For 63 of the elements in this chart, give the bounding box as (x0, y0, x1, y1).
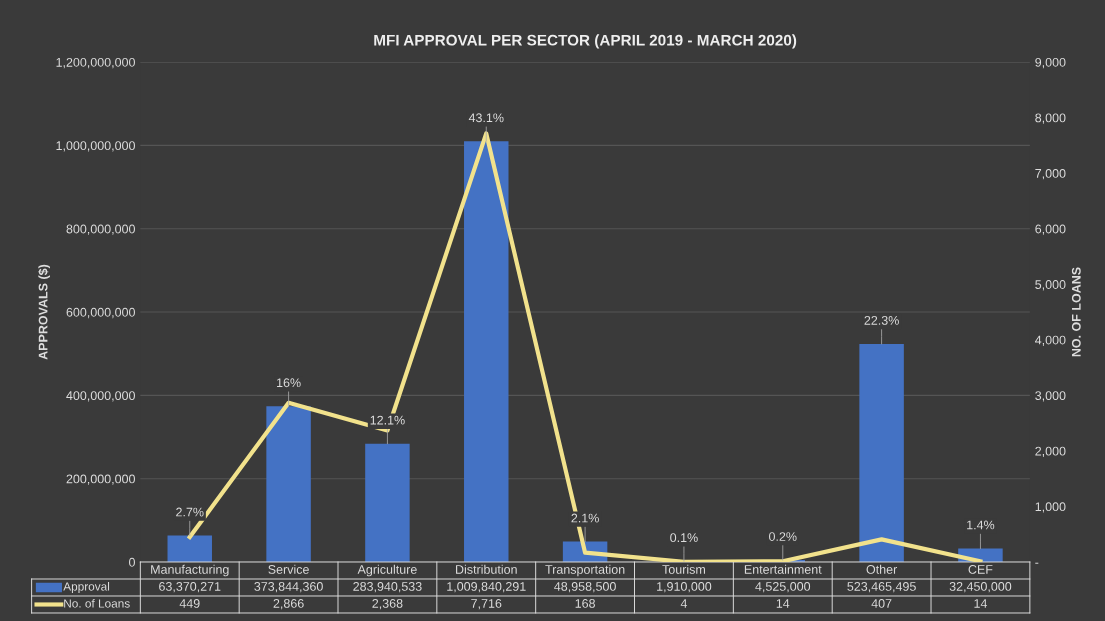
y2-tick-label: 2,000 (1035, 446, 1066, 458)
bar (365, 443, 410, 563)
y-tick-label: 400,000,000 (66, 391, 135, 402)
legend-label: No. of Loans (64, 599, 130, 608)
y2-tick-label: 7,000 (1035, 168, 1066, 180)
data-label: 4,525,000 (755, 582, 811, 593)
data-label: 373,844,360 (254, 582, 323, 593)
data-label: 407 (871, 599, 892, 608)
data-label: 1,910,000 (657, 582, 712, 593)
data-label: 32,450,000 (949, 582, 1012, 593)
data-label: 2,368 (372, 599, 403, 610)
chart-title: MFI APPROVAL PER SECTOR (APRIL 2019 - MARCH 2020) (374, 34, 797, 49)
annotation: 1.4% (967, 520, 995, 530)
data-label: 48,958,500 (554, 582, 616, 593)
y-tick-label: 1,200,000,000 (56, 57, 135, 69)
y-tick-label: 800,000,000 (66, 224, 135, 235)
y2-tick-label: - (1035, 562, 1039, 564)
data-label: 2,866 (273, 599, 304, 610)
y-tick-label: 600,000,000 (66, 307, 135, 319)
data-label: 449 (179, 599, 200, 608)
data-label: 4 (680, 599, 688, 608)
annotation: 12.1% (370, 415, 405, 425)
y2-tick-label: 9,000 (1035, 57, 1066, 69)
annotation: 43.1% (468, 113, 504, 123)
y2-tick-label: 4,000 (1035, 335, 1066, 346)
annotation: 22.3% (864, 315, 899, 325)
data-label: 283,940,533 (353, 582, 422, 593)
data-label: 14 (974, 599, 988, 608)
x-tick-label: Distribution (456, 564, 517, 574)
y2-tick-label: 6,000 (1035, 224, 1066, 235)
bar (167, 535, 212, 563)
y2-tick-label: 1,000 (1035, 502, 1066, 513)
annotation: 0.1% (670, 533, 698, 543)
data-label: 14 (776, 599, 790, 608)
x-tick-label: Service (268, 564, 309, 574)
data-label: 168 (575, 599, 595, 608)
annotation: 16% (277, 378, 301, 388)
y2-tick-label: 8,000 (1035, 113, 1066, 124)
bar (464, 141, 509, 563)
data-label: 63,370,271 (159, 582, 221, 593)
x-tick-label: Manufacturing (151, 564, 229, 577)
data-label: 523,465,495 (847, 582, 916, 593)
y-tick-label: 1,000,000,000 (56, 141, 135, 152)
annotation: 0.2% (769, 532, 797, 541)
x-tick-label: Tourism (662, 564, 705, 574)
x-tick-label: Other (866, 564, 898, 574)
y-tick-label: 200,000,000 (66, 474, 135, 485)
y2-tick-label: 5,000 (1035, 280, 1066, 291)
x-tick-label: Agriculture (357, 564, 417, 577)
legend-label: Approval (63, 582, 110, 593)
bar (859, 343, 904, 563)
x-tick-label: Transportation (545, 564, 625, 577)
data-label: 7,716 (471, 599, 502, 610)
data-label: 1,009,840,291 (447, 582, 526, 593)
annotation: 2.7% (176, 507, 204, 517)
x-tick-label: CEF (968, 565, 993, 574)
y2-axis-title: NO. OF LOANS (1071, 267, 1081, 357)
x-tick-label: Entertainment (744, 564, 822, 574)
y-axis-title: APPROVALS ($) (38, 264, 50, 360)
y-tick-label: 0 (129, 557, 135, 567)
annotation: 2.1% (571, 513, 599, 523)
bar (266, 406, 311, 563)
y2-tick-label: 3,000 (1035, 391, 1066, 402)
